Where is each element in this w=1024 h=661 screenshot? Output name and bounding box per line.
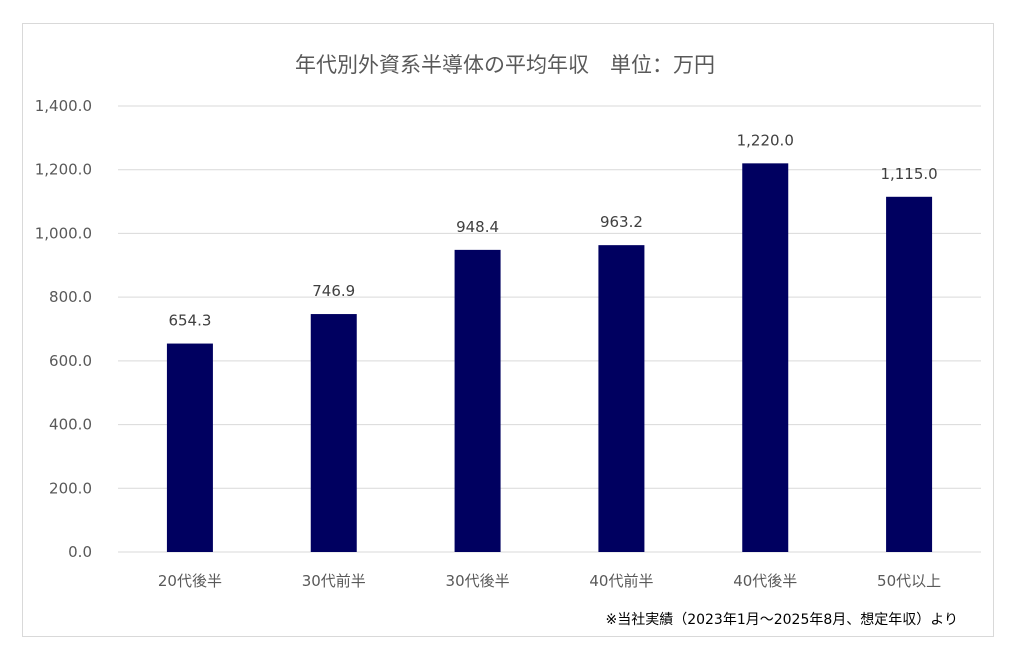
data-label: 948.4 (456, 218, 499, 236)
bar-2 (310, 314, 357, 552)
bar-5 (742, 163, 789, 553)
category-label: 40代前半 (589, 572, 653, 590)
category-label: 30代前半 (302, 572, 366, 590)
bar-6 (886, 196, 933, 553)
data-label: 654.3 (168, 312, 211, 330)
bar-1 (166, 343, 213, 552)
y-axis-tick-labels: 0.0 200.0 400.0 600.0 800.0 1,000.0 1,200.0 1,4… (35, 97, 92, 561)
data-label: 963.2 (600, 213, 643, 231)
y-tick-label: 1,000.0 (35, 224, 92, 242)
category-label: 30代後半 (446, 572, 510, 590)
y-tick-label: 400.0 (49, 416, 92, 434)
data-label: 1,220.0 (737, 131, 794, 149)
bar-3 (454, 249, 501, 552)
category-label: 50代以上 (877, 572, 941, 590)
y-tick-label: 200.0 (49, 479, 92, 497)
bar-4 (598, 245, 645, 553)
chart-title: 年代別外資系半導体の平均年収 単位：万円 (295, 53, 715, 77)
bars (166, 163, 933, 553)
y-tick-label: 0.0 (68, 543, 92, 561)
data-labels: 654.3 746.9 948.4 963.2 1,220.0 1,115.0 (168, 131, 937, 329)
category-label: 20代後半 (158, 572, 222, 590)
y-tick-label: 800.0 (49, 288, 92, 306)
gridlines (118, 105, 981, 553)
category-label: 40代後半 (733, 572, 797, 590)
x-axis-category-labels: 20代後半 30代前半 30代後半 40代前半 40代後半 50代以上 (158, 572, 941, 590)
data-label: 1,115.0 (880, 165, 937, 183)
y-tick-label: 1,200.0 (35, 161, 92, 179)
y-tick-label: 600.0 (49, 352, 92, 370)
footnote: ※当社実績（2023年1月～2025年8月、想定年収）より (605, 612, 958, 628)
y-tick-label: 1,400.0 (35, 97, 92, 115)
data-label: 746.9 (312, 282, 355, 300)
